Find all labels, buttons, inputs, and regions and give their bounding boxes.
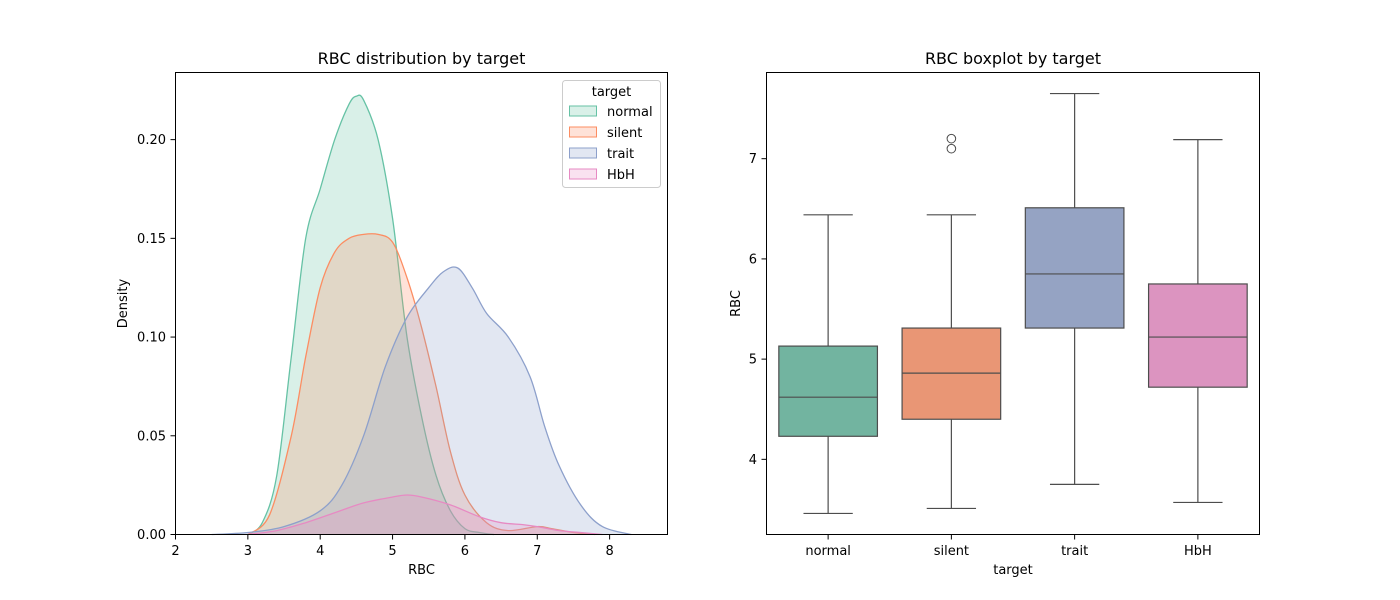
kde-y-tick-label: 0.15 xyxy=(137,232,166,247)
legend-swatch-trait xyxy=(569,147,597,159)
kde-x-tick-label: 2 xyxy=(171,544,179,559)
kde-x-axis-label: RBC xyxy=(408,563,435,578)
legend-label-trait: trait xyxy=(607,147,634,162)
legend-label-hbh: HbH xyxy=(607,168,635,183)
legend-box xyxy=(562,80,661,188)
legend-entries: normal silent trait HbH xyxy=(569,105,653,183)
kde-y-tick-label: 0.00 xyxy=(137,528,166,543)
kde-x-tick-label: 5 xyxy=(388,544,396,559)
legend-swatch-hbh xyxy=(569,168,597,180)
kde-y-ticks: 0.00 0.05 0.10 0.15 0.20 xyxy=(137,133,176,543)
kde-x-tick-label: 7 xyxy=(533,544,541,559)
legend-swatch-normal xyxy=(569,105,597,117)
kde-x-tick-label: 4 xyxy=(316,544,324,559)
box-silent xyxy=(901,133,1002,510)
box-x-tick-label-hbh: HbH xyxy=(1184,544,1212,559)
box-iqr xyxy=(778,345,879,437)
kde-y-tick-label: 0.20 xyxy=(137,133,166,148)
kde-axes-frame xyxy=(175,72,668,535)
kde-areas xyxy=(211,94,632,536)
outlier-point xyxy=(946,143,957,154)
box-x-axis-label: target xyxy=(993,563,1033,578)
box-x-tick-label-trait: trait xyxy=(1061,544,1088,559)
box-elements xyxy=(778,92,1248,515)
kde-x-tick-label: 8 xyxy=(605,544,613,559)
box-y-tick-label: 4 xyxy=(749,453,757,468)
outlier-point xyxy=(946,133,957,144)
box-chart-title: RBC boxplot by target xyxy=(925,49,1101,68)
box-x-tick-label-normal: normal xyxy=(805,544,851,559)
kde-line-silent xyxy=(247,232,596,536)
box-trait xyxy=(1024,92,1125,485)
box-x-ticks: normal silent trait HbH xyxy=(805,534,1212,559)
box-hbh xyxy=(1147,139,1248,504)
legend-label-normal: normal xyxy=(607,105,653,120)
legend-swatch-silent xyxy=(569,126,597,138)
box-iqr xyxy=(1147,283,1248,388)
box-y-tick-label: 6 xyxy=(749,252,757,267)
kde-chart-title: RBC distribution by target xyxy=(318,49,526,68)
box-x-tick-label-silent: silent xyxy=(934,544,969,559)
box-y-tick-label: 7 xyxy=(749,152,757,167)
legend-label-silent: silent xyxy=(607,126,642,141)
kde-x-tick-label: 3 xyxy=(244,544,252,559)
kde-line-hbh xyxy=(247,494,603,536)
kde-area-trait xyxy=(211,267,632,535)
kde-area-silent xyxy=(247,233,596,535)
kde-line-normal xyxy=(247,94,494,536)
kde-area-normal xyxy=(247,95,494,535)
box-chart: RBC boxplot by target 4 5 6 7 normal silent t… xyxy=(729,49,1260,578)
box-axes-frame xyxy=(766,72,1260,535)
box-y-ticks: 4 5 6 7 xyxy=(749,152,767,468)
kde-y-axis-label: Density xyxy=(116,278,131,328)
kde-y-tick-label: 0.10 xyxy=(137,331,166,346)
box-iqr xyxy=(1024,207,1125,329)
box-y-axis-label: RBC xyxy=(729,290,744,317)
kde-legend: target normal silent trait HbH xyxy=(562,80,661,188)
box-y-tick-label: 5 xyxy=(749,353,757,368)
box-normal xyxy=(778,214,879,515)
kde-x-tick-label: 6 xyxy=(461,544,469,559)
kde-y-tick-label: 0.05 xyxy=(137,429,166,444)
kde-x-ticks: 2 3 4 5 6 7 8 xyxy=(171,534,614,559)
kde-line-trait xyxy=(211,266,632,536)
legend-title: target xyxy=(592,85,632,100)
